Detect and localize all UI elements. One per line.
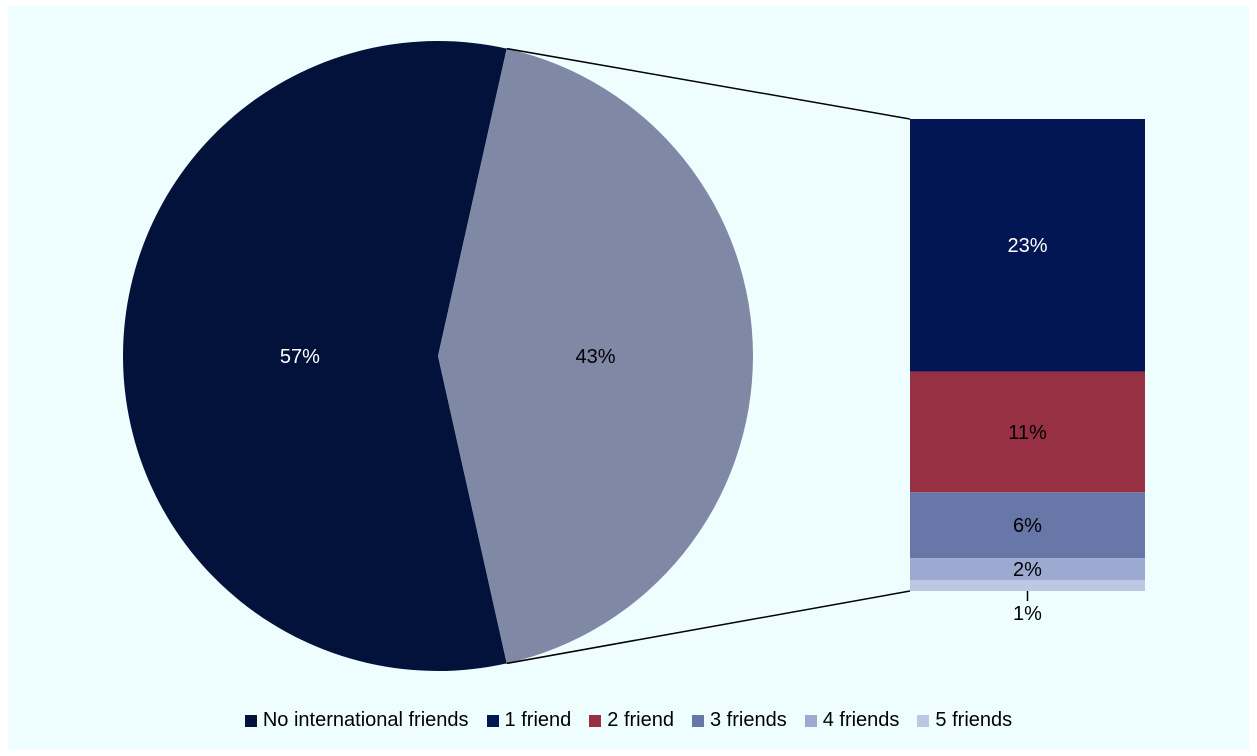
legend-label: 3 friends	[709, 709, 787, 731]
connector-line-bottom	[506, 590, 911, 665]
legend-swatch	[589, 714, 602, 727]
legend-swatch	[486, 714, 499, 727]
bar-of-pie-chart: 57% 43% 23% 11% 6% 2% 1%	[123, 40, 1145, 671]
legend-item: 2 friend	[589, 709, 674, 732]
legend-label: 4 friends	[822, 709, 900, 731]
pie-slice-with-international-friends	[438, 48, 753, 664]
bar-data-label: 11%	[1008, 422, 1047, 444]
stacked-bar-group: 23% 11% 6% 2% 1%	[910, 119, 1145, 625]
bar-data-label: 6%	[1013, 515, 1042, 537]
legend-swatch	[917, 714, 930, 727]
legend-swatch	[691, 714, 704, 727]
legend-label: No international friends	[262, 709, 469, 731]
legend-swatch	[244, 714, 257, 727]
bar-segment-1-friend	[910, 119, 1145, 372]
connector-line-top	[506, 47, 911, 120]
legend-label: 2 friend	[607, 709, 674, 731]
chart-area: 57% 43% 23% 11% 6% 2% 1% No international fri…	[8, 6, 1249, 750]
bar-data-label: 23%	[1007, 235, 1047, 257]
pie-group: 57% 43%	[123, 40, 753, 671]
bar-data-label: 1%	[1013, 603, 1042, 625]
legend-item: 3 friends	[691, 709, 787, 732]
connector-lines	[506, 47, 911, 665]
legend-item: 1 friend	[486, 709, 572, 732]
legend-label: 5 friends	[935, 709, 1013, 731]
bar-segment-3-friends	[910, 492, 1145, 559]
legend-item: 4 friends	[804, 709, 900, 732]
bar-segment-2-friend	[910, 371, 1145, 493]
legend: No international friends 1 friend 2 frie…	[8, 709, 1249, 732]
pie-slice-no-international-friends	[123, 40, 507, 671]
pie-data-label: 57%	[280, 346, 320, 368]
legend-swatch	[804, 714, 817, 727]
legend-item: No international friends	[244, 709, 469, 732]
legend-label: 1 friend	[504, 709, 572, 731]
legend-item: 5 friends	[917, 709, 1012, 732]
bar-data-label: 2%	[1013, 559, 1042, 581]
bar-segment-5-friends	[910, 580, 1145, 591]
pie-data-label: 43%	[575, 346, 615, 368]
bar-segment-4-friends	[910, 558, 1145, 581]
